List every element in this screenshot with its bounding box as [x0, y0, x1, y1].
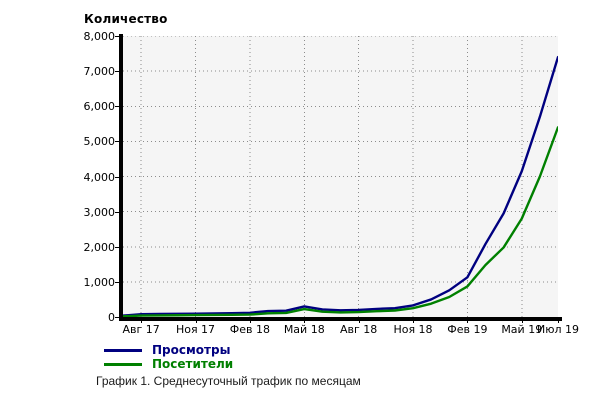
x-tick-label: Май 18	[283, 323, 325, 336]
gridlines	[123, 36, 558, 317]
x-tick-label: Июл 19	[536, 323, 580, 336]
x-tick-mark	[467, 317, 468, 323]
x-tick-mark	[196, 317, 197, 323]
x-axis-tick-labels: Авг 17 Ноя 17 Фев 18 Май 18 Авг 18 Ноя 18 Фев …	[0, 324, 600, 340]
x-axis-line	[119, 317, 562, 321]
chart-caption: График 1. Среднесуточный трафик по месяц…	[96, 374, 361, 388]
y-tick-label: 2,000	[83, 240, 116, 254]
chart-legend: Просмотры Посетители	[104, 343, 334, 371]
y-tick-mark	[115, 282, 120, 283]
plot-area	[123, 36, 558, 317]
y-tick-label: 5,000	[83, 135, 116, 149]
y-tick-label: 0	[108, 311, 115, 324]
series-line	[123, 126, 558, 317]
x-tick-mark	[558, 317, 559, 323]
y-tick-mark	[115, 106, 120, 107]
y-tick-label: 7,000	[83, 65, 116, 79]
legend-item[interactable]: Просмотры	[104, 343, 334, 357]
y-tick-label: 1,000	[83, 275, 116, 289]
x-tick-label: Ноя 17	[175, 323, 216, 336]
x-tick-label: Ноя 18	[393, 323, 433, 336]
x-tick-mark	[522, 317, 523, 323]
y-tick-mark	[115, 71, 120, 72]
x-tick-mark	[304, 317, 305, 323]
series-line	[123, 55, 558, 317]
y-tick-mark	[115, 247, 120, 248]
y-axis-title: Количество	[84, 12, 168, 26]
y-tick-mark	[115, 141, 120, 142]
series-lines	[123, 55, 558, 317]
x-tick-label: Май 19	[501, 323, 543, 336]
y-tick-label: 8,000	[83, 30, 116, 43]
legend-label: Посетители	[152, 356, 234, 371]
legend-item[interactable]: Посетители	[104, 357, 334, 371]
x-tick-mark	[413, 317, 414, 323]
x-tick-label: Авг 17	[122, 323, 160, 336]
y-tick-mark	[115, 317, 120, 318]
x-tick-label: Фев 19	[447, 323, 488, 336]
y-tick-label: 4,000	[83, 170, 116, 184]
x-tick-label: Фев 18	[229, 323, 270, 336]
y-tick-label: 3,000	[83, 205, 116, 219]
x-tick-label: Авг 18	[339, 323, 378, 336]
legend-swatch-icon	[104, 362, 142, 366]
x-tick-mark	[141, 317, 142, 323]
legend-label: Просмотры	[152, 342, 231, 357]
y-tick-label: 6,000	[83, 100, 116, 114]
y-axis-line	[119, 34, 123, 319]
y-tick-mark	[115, 212, 120, 213]
y-tick-mark	[115, 36, 120, 37]
legend-swatch-icon	[104, 348, 142, 352]
y-tick-mark	[115, 177, 120, 178]
y-axis-tick-labels: 0 1,000 2,000 3,000 4,000 5,000 6,000 7,000 8,00…	[63, 0, 116, 400]
x-tick-mark	[359, 317, 360, 323]
x-tick-mark	[250, 317, 251, 323]
